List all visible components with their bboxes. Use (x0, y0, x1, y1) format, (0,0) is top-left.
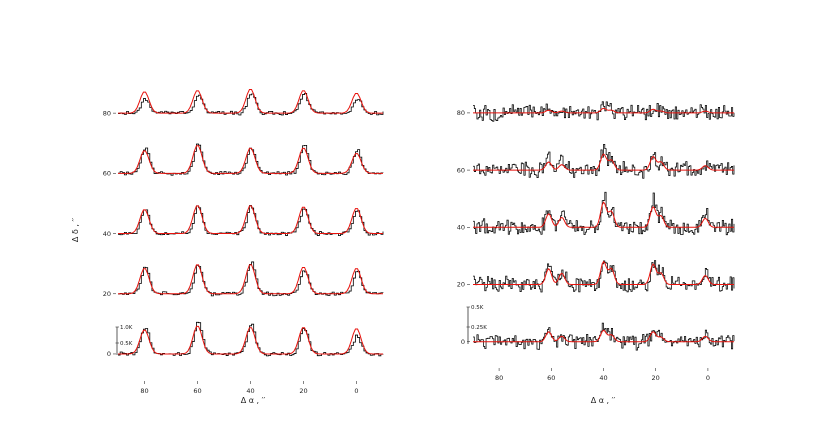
observed-spectrum (118, 93, 384, 116)
observed-spectrum (473, 191, 735, 236)
x-tick-label: 40 (246, 387, 254, 395)
x-tick-label: 80 (495, 374, 503, 382)
model-spectrum (118, 325, 383, 355)
observed-spectrum (118, 261, 384, 297)
x-tick-label: 0 (354, 387, 358, 395)
left-panel: 0 20 40 60 80 80 60 40 20 0 Δ α , ′′ Δ δ , ′′ 1.0K 0.… (71, 89, 384, 405)
y-tick-label: 20 (103, 290, 111, 298)
scale-bar-label: 0.5K (471, 305, 484, 311)
observed-spectrum (473, 101, 735, 122)
x-tick-label: 60 (547, 374, 555, 382)
model-spectrum (118, 145, 383, 174)
y-tick-label: 60 (103, 170, 111, 178)
y-tick-label: 40 (457, 224, 465, 232)
x-tick-label: 40 (599, 374, 607, 382)
intensity-scale-bar: 1.0K 0.5K (115, 325, 133, 355)
y-tick-label: 80 (103, 109, 111, 117)
observed-spectrum (118, 205, 384, 237)
model-spectrum (473, 107, 734, 114)
y-tick-label: 20 (457, 281, 465, 289)
model-spectrum (473, 260, 734, 285)
model-spectrum (118, 89, 383, 114)
model-spectrum (473, 201, 734, 228)
model-spectrum (118, 205, 383, 235)
y-tick-label: 0 (107, 350, 111, 358)
y-tick-label: 40 (103, 230, 111, 238)
observed-spectrum (473, 322, 735, 351)
x-tick-label: 20 (299, 387, 307, 395)
scale-bar-label: 0.25K (471, 325, 487, 331)
y-axis-label: Δ δ , ′′ (71, 218, 80, 242)
x-axis-label: Δ α , ′′ (591, 396, 616, 405)
observed-spectrum (473, 260, 735, 293)
x-tick-label: 80 (140, 387, 148, 395)
model-spectrum (473, 329, 734, 343)
model-spectrum (473, 153, 734, 171)
y-tick-label: 60 (457, 166, 465, 174)
observed-spectrum (473, 143, 735, 179)
intensity-scale-bar: 0.5K 0.25K (466, 305, 487, 344)
x-tick-label: 60 (193, 387, 201, 395)
x-axis-label: Δ α , ′′ (241, 396, 266, 405)
x-tick-label: 20 (652, 374, 660, 382)
right-panel: 0 20 40 60 80 80 60 40 20 0 Δ α , ′′ 0.5K 0.25K (457, 101, 735, 405)
model-spectrum (118, 264, 383, 295)
scale-bar-label: 1.0K (120, 325, 133, 331)
y-tick-label: 0 (461, 338, 465, 346)
y-tick-label: 80 (457, 109, 465, 117)
x-tick-label: 0 (706, 374, 710, 382)
scale-bar-label: 0.5K (120, 341, 133, 347)
